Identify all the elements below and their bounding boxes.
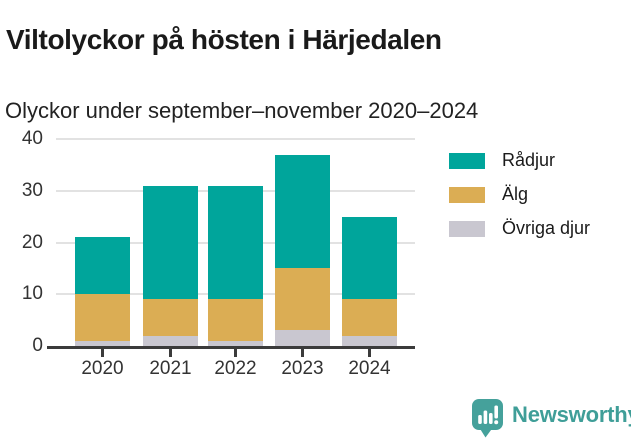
legend-item-Rådjur: Rådjur [449, 150, 590, 171]
legend-label: Övriga djur [502, 218, 591, 238]
bar-2021-Älg [143, 299, 198, 336]
bar-2022-Rådjur [208, 185, 263, 300]
x-axis-label-2024: 2024 [348, 358, 391, 379]
bar-2020-Älg [75, 294, 130, 341]
newsworthy-logo-icon [472, 399, 503, 438]
legend-swatch [449, 220, 485, 237]
bar-2024-Älg [342, 299, 397, 336]
x-axis-tick [234, 349, 237, 357]
legend-swatch [449, 186, 485, 203]
y-axis-tick-label: 20 [21, 231, 43, 253]
chart-subtitle: Olyckor under september–november 2020–20… [5, 98, 479, 123]
y-axis-tick-label: 40 [21, 128, 43, 149]
bar-2020-Övriga djur [75, 340, 130, 346]
bar-2021-Övriga djur [143, 335, 198, 346]
y-axis-tick-label: 30 [21, 179, 43, 201]
x-axis-tick [101, 349, 104, 357]
x-axis-label-2023: 2023 [281, 358, 324, 379]
bar-2023-Älg [275, 268, 330, 331]
x-axis-label-2022: 2022 [214, 358, 257, 379]
legend-item-Övriga djur: Övriga djur [449, 218, 590, 239]
bar-2020-Rådjur [75, 237, 130, 295]
x-axis-tick [301, 349, 304, 357]
bar-2023-Rådjur [275, 154, 330, 269]
brand-name: Newsworthy [512, 402, 631, 427]
bar-2021-Rådjur [143, 185, 198, 300]
newsworthy-logo: Newsworthy [471, 398, 631, 438]
bar-2022-Älg [208, 299, 263, 341]
bar-2024-Övriga djur [342, 335, 397, 346]
x-axis-label-2021: 2021 [149, 358, 192, 379]
chart-legend: Rådjur Älg Övriga djur [449, 150, 590, 239]
x-axis-line [47, 346, 415, 349]
legend-label: Älg [502, 184, 529, 204]
x-axis-label-2020: 2020 [81, 358, 124, 379]
gridline-40 [56, 138, 415, 140]
bar-2023-Övriga djur [275, 330, 330, 346]
chart-title: Viltolyckor på hösten i Härjedalen [6, 23, 442, 55]
bar-2024-Rådjur [342, 216, 397, 300]
x-axis-tick [368, 349, 371, 357]
legend-swatch [449, 152, 485, 169]
bar-2022-Övriga djur [208, 340, 263, 346]
y-axis-tick-label: 10 [21, 283, 43, 305]
legend-label: Rådjur [502, 150, 556, 170]
y-axis-tick-label: 0 [32, 335, 43, 356]
x-axis-tick [169, 349, 172, 357]
legend-item-Älg: Älg [449, 184, 590, 205]
